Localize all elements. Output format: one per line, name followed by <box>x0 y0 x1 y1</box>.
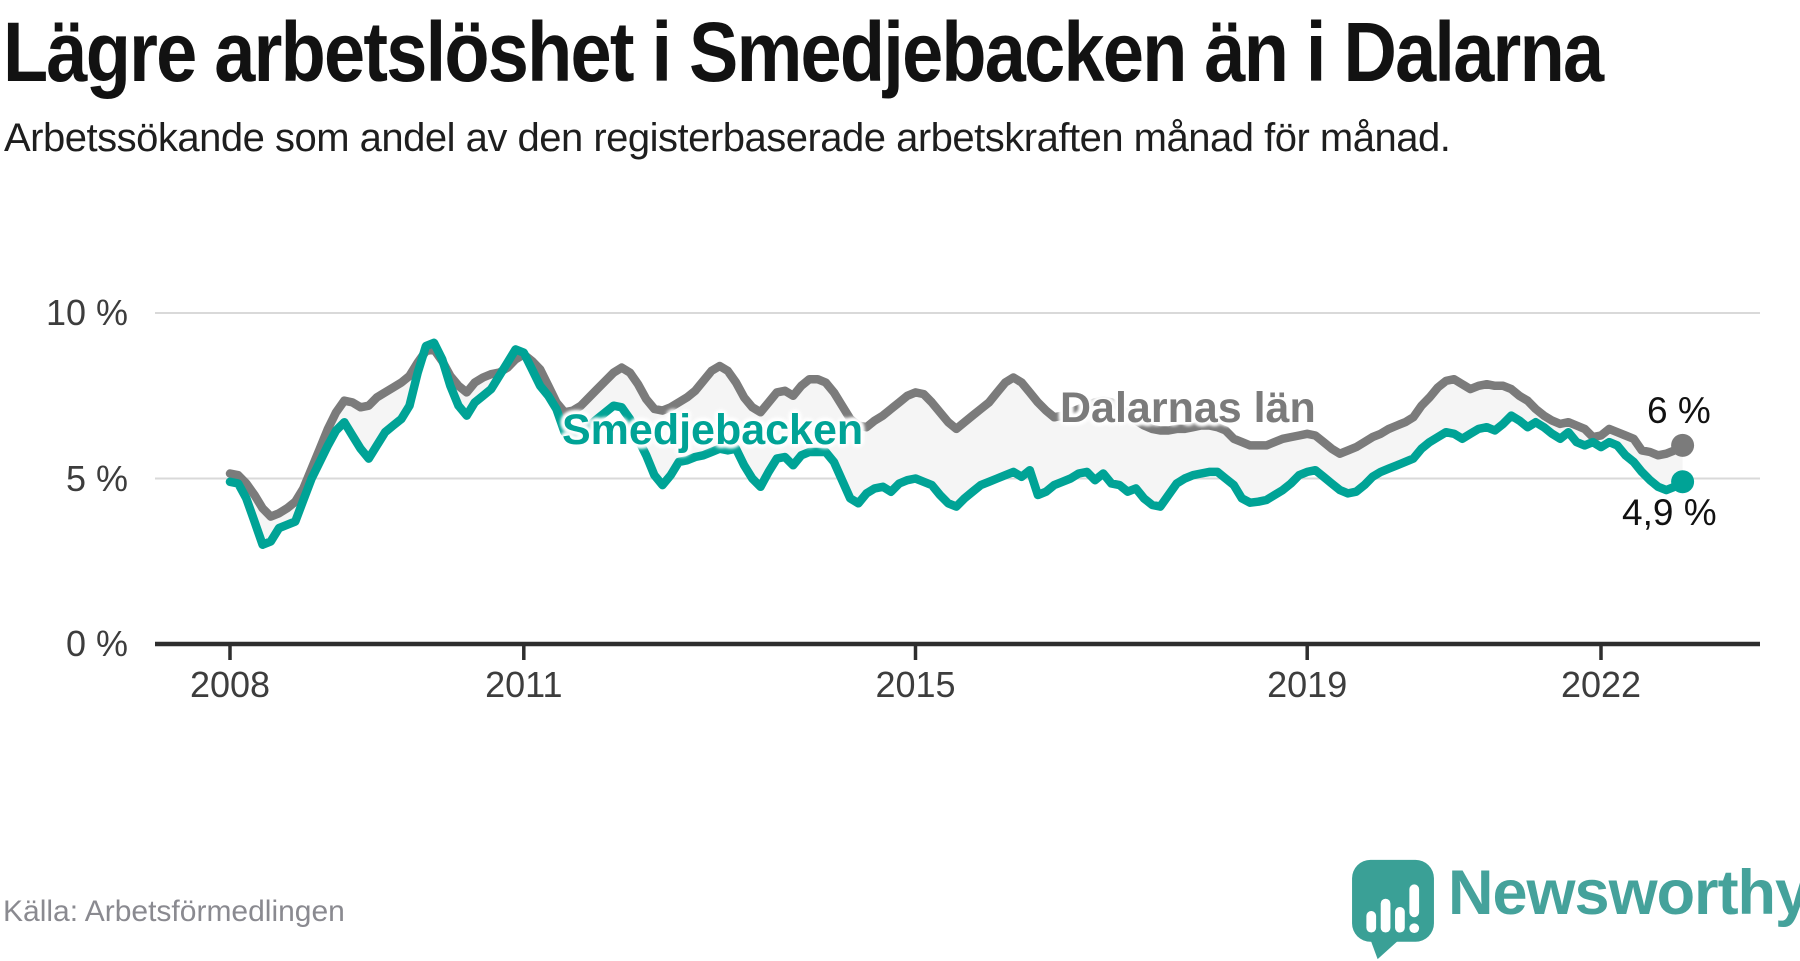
end-value-label-dalarna: 6 % <box>1647 390 1711 431</box>
dalarna-end-dot <box>1671 433 1695 457</box>
smedjebacken-end-dot <box>1671 470 1695 494</box>
x-tick-label: 2022 <box>1560 664 1642 705</box>
y-tick-label: 5 % <box>65 457 128 499</box>
smedjebacken-line <box>225 338 1687 549</box>
series-label-dalarnas-lan: Dalarnas län <box>1060 384 1316 432</box>
newsworthy-logo: Newsworthy <box>1350 855 1800 960</box>
speech-bubble-bar-chart-icon <box>1352 859 1434 960</box>
x-tick-label: 2008 <box>189 664 271 705</box>
x-tick-label: 2011 <box>485 664 563 705</box>
source-note: Källa: Arbetsförmedlingen <box>3 895 345 928</box>
y-tick-label: 0 % <box>65 623 128 664</box>
logo-wordmark: Newsworthy <box>1448 858 1800 928</box>
x-tick-label: 2019 <box>1267 664 1348 705</box>
series-label-smedjebacken: Smedjebacken <box>562 406 864 454</box>
y-tick-label: 10 % <box>45 292 128 333</box>
chart-subtitle: Arbetssökande som andel av den registerb… <box>4 116 1451 160</box>
page-title: Lägre arbetslöshet i Smedjebacken än i D… <box>3 5 1604 99</box>
dalarna-line <box>225 345 1687 521</box>
x-tick-label: 2015 <box>875 664 956 705</box>
end-value-label-smedjebacken: 4,9 % <box>1622 492 1717 533</box>
